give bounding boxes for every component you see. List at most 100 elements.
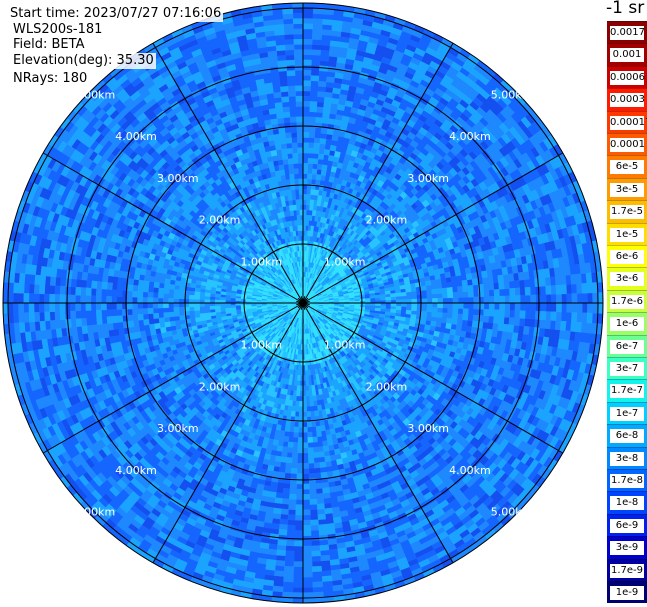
colorbar-swatch: 0.0017 (607, 21, 647, 44)
center-marker-line (302, 302, 309, 309)
colorbar-swatch: 6e-8 (607, 424, 647, 447)
center-marker-line (302, 297, 309, 304)
colorbar-swatch: 1.7e-9 (607, 558, 647, 581)
colorbar-label: 3e-6 (610, 272, 644, 287)
colorbar-swatch: 6e-9 (607, 513, 647, 537)
colorbar-label: 0.001 (610, 48, 644, 63)
azimuth-spoke-30 (302, 42, 454, 304)
range-label-2-q0: 2.00km (199, 214, 241, 227)
colorbar-swatch: 3e-6 (607, 267, 647, 290)
range-label-4-q3: 4.00km (115, 464, 157, 477)
azimuth-spoke-150 (302, 302, 454, 564)
range-label-2-q3: 2.00km (199, 380, 241, 393)
colorbar-unit: -1 sr (606, 0, 645, 18)
colorbar-label: 0.00017 (610, 115, 647, 130)
colorbar-swatch: 6e-6 (607, 245, 647, 268)
colorbar-swatch: 3e-5 (607, 177, 647, 201)
azimuth-spoke-300 (42, 152, 304, 304)
colorbar-label: 3e-8 (610, 451, 644, 466)
azimuth-spoke-240 (42, 302, 304, 454)
colorbar-label: 3e-5 (610, 182, 644, 197)
range-label-1-q0: 1.00km (241, 255, 283, 268)
range-label-3-q2: 3.00km (407, 422, 449, 435)
range-label-1-q2: 1.00km (324, 339, 366, 352)
colorbar-label: 1.7e-9 (610, 563, 644, 578)
colorbar-swatch: 6e-5 (607, 155, 647, 178)
colorbar-label: 3e-7 (610, 362, 644, 376)
colorbar-label: 1e-9 (610, 586, 644, 600)
colorbar-swatch: 1.7e-6 (607, 289, 647, 313)
colorbar-label: 1.7e-7 (610, 384, 644, 399)
colorbar-label: 6e-7 (610, 339, 644, 354)
range-label-1-q1: 1.00km (324, 255, 366, 268)
colorbar-swatch: 3e-7 (607, 357, 647, 380)
colorbar-label: 0.0017 (610, 26, 645, 40)
azimuth-spoke-120 (302, 302, 564, 454)
colorbar-label: 1.7e-8 (610, 474, 644, 488)
center-marker-line (297, 297, 304, 304)
colorbar-label: 6e-9 (610, 518, 644, 533)
range-label-5-q3: 5.00km (74, 506, 116, 519)
range-label-2-q1: 2.00km (366, 214, 408, 227)
start-time-label: Start time: 2023/07/27 07:16:06 (8, 6, 224, 22)
range-label-4-q2: 4.00km (449, 464, 491, 477)
colorbar-label: 0.0001 (610, 138, 645, 152)
range-label-3-q3: 3.00km (157, 422, 199, 435)
center-marker-line (300, 302, 304, 310)
colorbar-swatch: 0.001 (607, 43, 647, 66)
colorbar-label: 6e-5 (610, 160, 644, 175)
polar-grid (2, 2, 604, 604)
colorbar-swatch: 1.7e-5 (607, 200, 647, 223)
azimuth-spoke-330 (152, 42, 304, 304)
center-marker-line (302, 300, 310, 304)
center-marker-line (297, 302, 304, 309)
range-label-5-q2: 5.00km (491, 506, 533, 519)
colorbar-swatch: 0.0001 (607, 133, 647, 156)
colorbar-label: 3e-9 (610, 541, 644, 556)
range-label-1-q3: 1.00km (241, 339, 283, 352)
colorbar-label: 1.7e-5 (610, 205, 644, 220)
colorbar-label: 1e-5 (610, 227, 644, 242)
colorbar-swatch: 1e-5 (607, 222, 647, 245)
center-marker-line (300, 296, 304, 304)
range-label-4-q1: 4.00km (449, 130, 491, 143)
colorbar-label: 6e-6 (610, 250, 644, 264)
range-label-4-q0: 4.00km (115, 130, 157, 143)
range-ring-labels: 1.00km 1.00km 1.00km 1.00km 2.00km 2.00km 2.00… (74, 88, 533, 518)
colorbar-swatch: 0.0006 (607, 65, 647, 89)
field-label: Field: BETA (11, 37, 87, 53)
colorbar-swatch: 1e-8 (607, 491, 647, 514)
center-marker-line (302, 296, 306, 304)
range-label-3-q0: 3.00km (157, 172, 199, 185)
colorbar-swatch: 6e-7 (607, 334, 647, 357)
colorbar-swatch: 1e-7 (607, 401, 647, 425)
colorbar-label: 0.0003 (610, 93, 645, 108)
colorbar-swatch: 3e-8 (607, 446, 647, 469)
instrument-label: WLS200s-181 (11, 22, 105, 38)
colorbar-label: 1e-7 (610, 406, 644, 421)
azimuth-spoke-60 (302, 152, 564, 304)
elevation-label: Elevation(deg): 35.30 (11, 53, 156, 69)
colorbar-swatch: 1.7e-8 (607, 469, 647, 492)
range-label-3-q1: 3.00km (407, 172, 449, 185)
colorbar-label: 0.0006 (610, 70, 645, 85)
colorbar-swatch: 3e-9 (607, 536, 647, 559)
azimuth-spoke-210 (152, 302, 304, 564)
colorbar-label: 6e-8 (610, 429, 644, 444)
range-label-5-q0: 5.00km (74, 88, 116, 101)
colorbar-label: 1e-8 (610, 496, 644, 511)
colorbar-swatch: 0.0003 (607, 88, 647, 111)
range-label-5-q1: 5.00km (491, 88, 533, 101)
center-marker-line (296, 300, 304, 304)
range-label-2-q2: 2.00km (366, 380, 408, 393)
colorbar-label: 1e-6 (610, 317, 644, 332)
colorbar-swatch: 1.7e-7 (607, 379, 647, 402)
nrays-label: NRays: 180 (11, 71, 90, 87)
colorbar-swatch: 1e-6 (607, 312, 647, 335)
colorbar-swatch: 0.00017 (607, 110, 647, 133)
colorbar-label: 1.7e-6 (610, 294, 644, 309)
colorbar-swatch: 1e-9 (607, 581, 647, 604)
center-marker-line (302, 302, 310, 306)
center-marker-line (302, 302, 306, 310)
